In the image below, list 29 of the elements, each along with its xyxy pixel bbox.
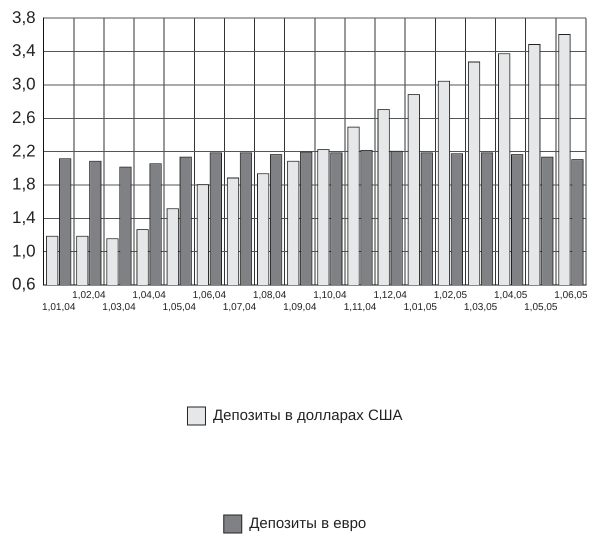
y-tick-label: 3,0 [12, 74, 36, 94]
y-tick-label: 1,0 [12, 241, 36, 260]
y-tick-label: 0,6 [12, 274, 36, 294]
x-tick-label: 1,06,05 [554, 290, 588, 301]
y-tick-label: 1,8 [12, 174, 36, 194]
x-tick-label: 1,02,04 [72, 290, 106, 301]
y-tick-label: 1,4 [12, 208, 36, 227]
x-tick-label: 1,10,04 [313, 290, 347, 301]
y-tick-label: 2,6 [12, 108, 36, 127]
x-tick-label: 1,12,04 [373, 290, 408, 301]
legend-label: Депозиты в евро [249, 515, 366, 532]
legend-label: Депозиты в долларах США [212, 407, 403, 424]
y-tick-label: 2,2 [12, 141, 36, 160]
y-tick-label: 3,8 [12, 8, 36, 27]
x-tick-label: 1,03,05 [464, 302, 498, 313]
x-tick-label: 1,04,04 [132, 290, 166, 301]
y-tick-label: 3,4 [12, 41, 36, 60]
x-tick-label: 1,04,05 [494, 290, 528, 301]
x-tick-label: 1,06,04 [192, 290, 226, 301]
x-tick-label: 1,05,04 [162, 302, 196, 313]
x-tick-label: 1,01,05 [404, 302, 438, 313]
x-tick-label: 1,02,05 [434, 290, 468, 301]
x-tick-label: 1,05,05 [524, 302, 558, 313]
x-tick-label: 1,01,04 [42, 302, 76, 313]
x-tick-label: 1,08,04 [252, 290, 287, 301]
x-tick-label: 1,07,04 [222, 302, 257, 313]
x-tick-label: 1,03,04 [102, 302, 136, 313]
x-tick-label: 1,11,04 [344, 302, 377, 313]
x-tick-label: 1,09,04 [283, 302, 317, 313]
